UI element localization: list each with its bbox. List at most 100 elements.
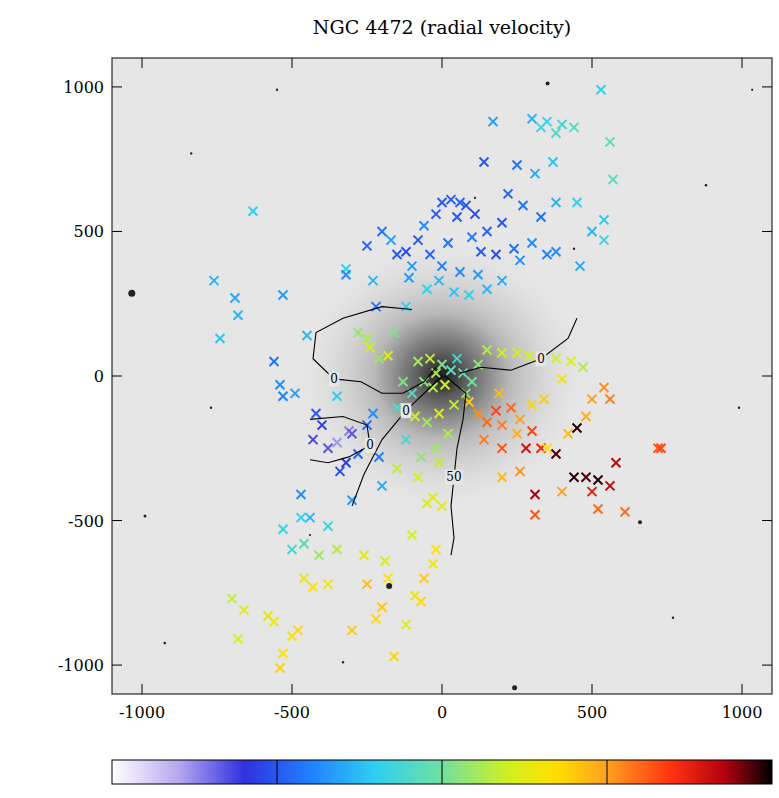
cluster-point — [324, 522, 333, 531]
cluster-point — [372, 614, 381, 623]
cluster-point — [483, 227, 492, 236]
x-tick — [742, 684, 743, 694]
cluster-point — [510, 244, 519, 253]
cluster-point — [552, 450, 561, 459]
cluster-point — [600, 215, 609, 224]
y-tick-right — [762, 86, 772, 87]
cluster-point — [423, 499, 432, 508]
star — [342, 661, 344, 663]
cluster-point — [471, 210, 480, 219]
cluster-point — [468, 233, 477, 242]
cluster-point — [612, 458, 621, 467]
colorbar-tick — [277, 760, 278, 784]
cluster-point — [348, 626, 357, 635]
cluster-point — [543, 250, 552, 259]
sky — [112, 58, 772, 694]
cluster-point — [414, 236, 423, 245]
cluster-point — [444, 239, 453, 248]
cluster-point — [447, 195, 456, 204]
cluster-point — [417, 452, 426, 461]
cluster-point — [495, 389, 504, 398]
cluster-point — [429, 559, 438, 568]
x-tick-top — [142, 58, 143, 68]
cluster-point — [402, 435, 411, 444]
contour-label-ground — [329, 371, 340, 386]
star — [705, 184, 708, 187]
cluster-point — [300, 574, 309, 583]
cluster-point — [333, 545, 342, 554]
cluster-point — [606, 395, 615, 404]
cluster-point — [594, 504, 603, 513]
star — [144, 514, 147, 517]
cluster-point — [582, 412, 591, 421]
cluster-point — [552, 198, 561, 207]
contour-label-ground — [401, 403, 412, 418]
cluster-point — [609, 175, 618, 184]
cluster-point — [234, 311, 243, 320]
star — [474, 197, 476, 199]
cluster-point — [264, 611, 273, 620]
points — [210, 85, 666, 672]
cluster-point — [210, 276, 219, 285]
cluster-point — [537, 123, 546, 132]
cluster-point — [216, 334, 225, 343]
y-tick — [112, 520, 122, 521]
cluster-point — [426, 354, 435, 363]
cluster-point — [600, 383, 609, 392]
y-tick-label: -1000 — [58, 656, 104, 675]
contour-line — [310, 417, 370, 463]
cluster-point — [516, 256, 525, 265]
y-tick-right — [762, 231, 772, 232]
cluster-point — [492, 406, 501, 415]
cluster-point — [432, 369, 441, 378]
cluster-point — [528, 114, 537, 123]
x-tick — [442, 684, 443, 694]
cluster-point — [387, 236, 396, 245]
cluster-point — [498, 276, 507, 285]
cluster-point — [309, 583, 318, 592]
cluster-point — [279, 525, 288, 534]
contour-line — [313, 307, 436, 394]
cluster-point — [579, 363, 588, 372]
star — [386, 583, 392, 589]
cluster-point — [474, 270, 483, 279]
galaxy-glow — [292, 236, 592, 516]
cluster-point — [552, 354, 561, 363]
cluster-point — [567, 357, 576, 366]
cluster-point — [312, 409, 321, 418]
contour-label: 0 — [366, 438, 374, 452]
cluster-point — [498, 218, 507, 227]
cluster-point — [366, 343, 375, 352]
cluster-point — [600, 236, 609, 245]
cluster-point — [384, 351, 393, 360]
cluster-point — [240, 606, 249, 615]
cluster-point — [435, 409, 444, 418]
cluster-point — [588, 227, 597, 236]
cluster-point — [516, 415, 525, 424]
cluster-point — [597, 85, 606, 94]
cluster-point — [270, 357, 279, 366]
cluster-point — [342, 270, 351, 279]
y-tick — [112, 665, 122, 666]
cluster-point — [228, 594, 237, 603]
cluster-point — [393, 464, 402, 473]
x-tick-label: 1000 — [722, 703, 763, 722]
cluster-point — [384, 574, 393, 583]
star — [512, 685, 517, 690]
cluster-point — [507, 403, 516, 412]
cluster-point — [288, 632, 297, 641]
cluster-point — [453, 354, 462, 363]
contour-label-ground — [445, 470, 463, 485]
cluster-point — [531, 169, 540, 178]
cluster-point — [435, 276, 444, 285]
x-tick — [292, 684, 293, 694]
cluster-point — [414, 473, 423, 482]
cluster-point — [549, 158, 558, 167]
y-tick — [112, 231, 122, 232]
cluster-point — [375, 452, 384, 461]
cluster-point — [297, 513, 306, 522]
y-tick-label: 500 — [73, 222, 104, 241]
cluster-point — [231, 293, 240, 302]
cluster-point — [525, 351, 534, 360]
cluster-point — [390, 652, 399, 661]
